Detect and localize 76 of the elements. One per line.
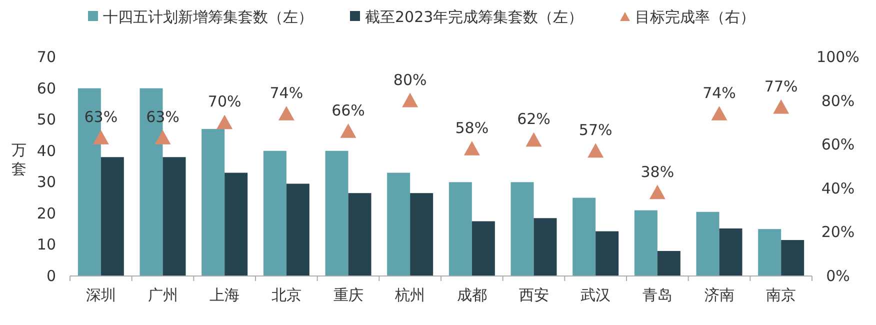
legend-label: 目标完成率（右）: [635, 8, 755, 26]
bar: [534, 218, 557, 276]
y2-tick-label: 20%: [821, 223, 855, 242]
bar: [448, 182, 472, 276]
x-tick-label: 深圳: [86, 286, 116, 304]
bar: [572, 198, 596, 276]
bar: [758, 229, 782, 276]
bar: [634, 210, 658, 276]
bar: [657, 250, 680, 276]
data-label: 66%: [332, 101, 365, 120]
y2-tick-label: 100%: [816, 48, 860, 66]
legend-label: 截至2023年完成筹集套数（左）: [365, 8, 584, 26]
bar: [162, 157, 186, 276]
point: [216, 114, 233, 130]
data-label: 80%: [393, 70, 427, 89]
data-label: 63%: [84, 108, 118, 126]
point: [464, 140, 480, 156]
bar: [596, 231, 619, 276]
bar: [410, 193, 434, 276]
y-tick-label: 20: [36, 204, 56, 222]
bar: [387, 172, 410, 276]
y-tick-label: 0: [46, 267, 56, 285]
data-label: 38%: [640, 162, 674, 181]
x-tick-label: 上海: [210, 286, 240, 304]
y2-tick-label: 0%: [826, 267, 850, 285]
y2-tick-label: 40%: [821, 179, 855, 198]
x-tick-label: 济南: [704, 286, 734, 304]
point: [711, 106, 728, 120]
x-tick-label: 南京: [766, 286, 796, 304]
point: [773, 99, 790, 114]
y-tick-label: 50: [36, 110, 56, 129]
data-label: 57%: [578, 121, 612, 140]
point: [92, 130, 109, 144]
bar: [696, 212, 720, 276]
bar: [286, 184, 310, 276]
bar: [719, 228, 742, 276]
point: [588, 143, 604, 158]
legend-label: 十四五计划新增筹集套数（左）: [103, 8, 313, 26]
y-axis-title: 万套: [12, 141, 26, 178]
y-tick-label: 10: [36, 236, 56, 254]
y-tick-label: 30: [36, 173, 56, 192]
data-label: 58%: [455, 118, 489, 137]
x-tick-label: 青岛: [642, 286, 672, 304]
x-tick-label: 广州: [148, 286, 178, 304]
y-tick-label: 70: [36, 48, 56, 66]
x-tick-label: 成都: [456, 286, 487, 304]
x-tick-label: 西安: [518, 286, 549, 304]
y-tick-label: 40: [36, 142, 56, 160]
point: [278, 106, 294, 120]
bar: [348, 193, 372, 276]
bar: [325, 150, 348, 276]
bar: [510, 182, 534, 276]
point: [402, 92, 418, 108]
y-tick-label: 60: [36, 79, 56, 98]
bar: [263, 150, 286, 276]
x-tick-label: 北京: [271, 286, 302, 304]
data-label: 62%: [517, 110, 550, 128]
bar: [100, 157, 124, 276]
bar: [202, 128, 225, 276]
point: [340, 123, 356, 138]
data-label: 74%: [702, 84, 736, 102]
point: [154, 130, 171, 144]
data-label: 63%: [146, 108, 180, 126]
data-label: 74%: [270, 84, 304, 102]
x-tick-label: 武汉: [580, 286, 611, 304]
data-label: 77%: [764, 77, 798, 96]
data-label: 70%: [208, 92, 242, 111]
bar: [472, 221, 495, 276]
bar: [224, 172, 248, 276]
y2-tick-label: 60%: [821, 136, 855, 154]
y2-tick-label: 80%: [821, 92, 855, 110]
x-tick-label: 重庆: [333, 286, 364, 304]
bar: [781, 240, 804, 276]
x-tick-label: 杭州: [394, 286, 426, 304]
point: [649, 184, 666, 200]
point: [526, 132, 542, 147]
